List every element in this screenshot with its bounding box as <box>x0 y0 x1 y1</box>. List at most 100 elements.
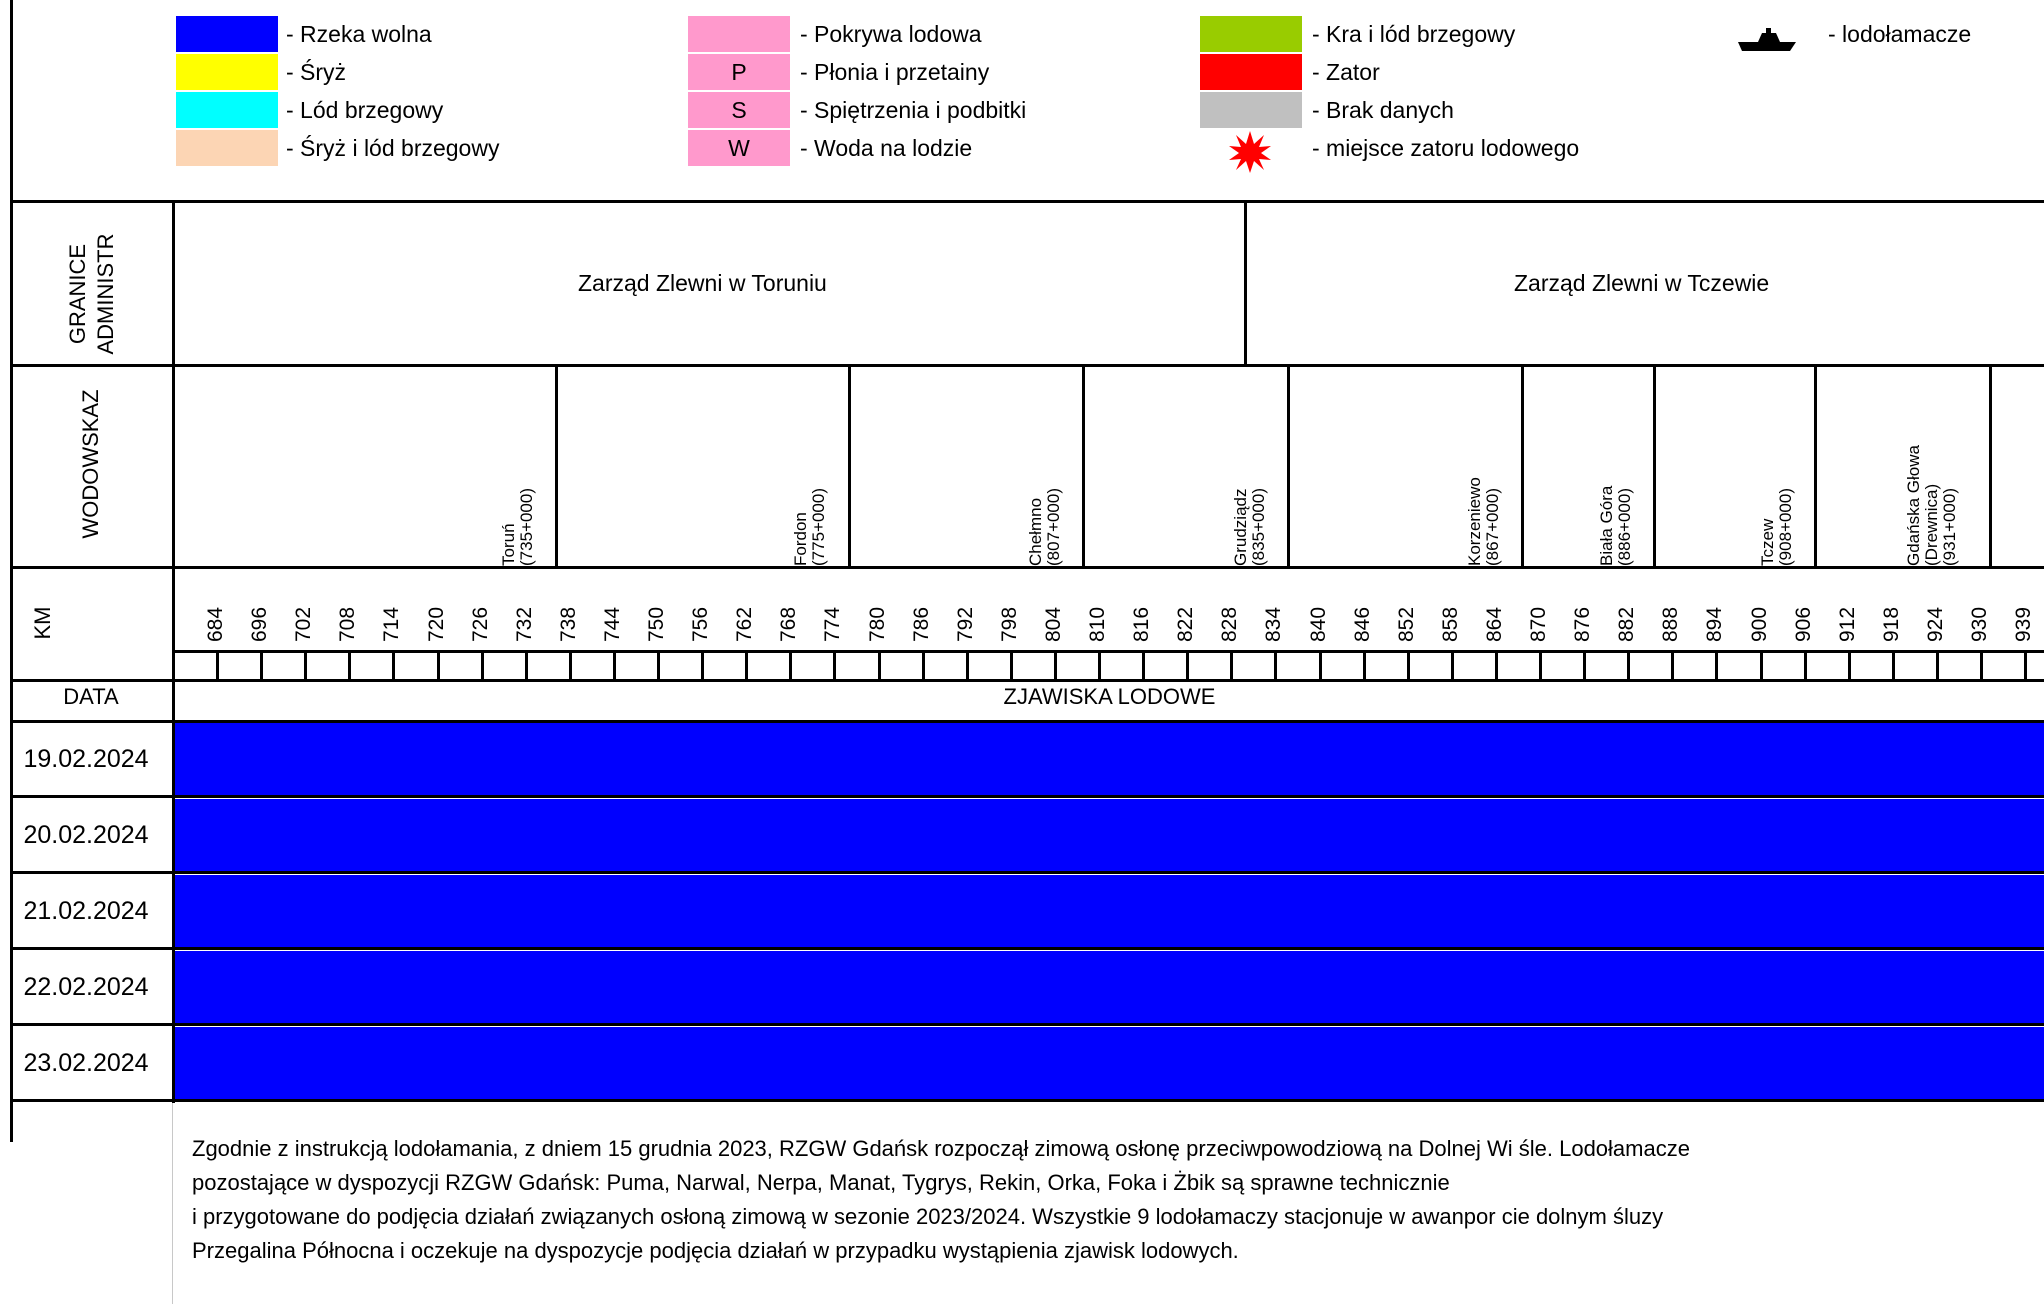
km-tick-label: 882 <box>1615 606 1638 642</box>
km-tick-label: 792 <box>954 606 977 642</box>
jam-star-icon <box>1229 131 1271 173</box>
km-tick-label: 858 <box>1439 606 1462 642</box>
km-tick-label: 822 <box>1174 606 1197 642</box>
km-tick <box>304 650 307 680</box>
ice-state-bar <box>175 875 2044 947</box>
gauge-divider-2 <box>848 364 851 568</box>
km-tick-label: 774 <box>821 606 844 642</box>
legend-label-jam-place: - miejsce zatoru lodowego <box>1312 135 1580 161</box>
km-tick-label: 768 <box>777 606 800 642</box>
km-tick <box>392 650 395 680</box>
km-tick-label: 780 <box>866 606 889 642</box>
km-tick <box>569 650 572 680</box>
km-tick <box>437 650 440 680</box>
gauge-label-chelmno: Chełmno (807+000) <box>1026 488 1063 566</box>
legend-label-ice-cover: - Pokrywa lodowa <box>800 21 982 47</box>
gauge-label-korzeniewo: Korzeniewo (867+000) <box>1465 477 1502 566</box>
ice-state-bar <box>175 723 2044 795</box>
km-tick <box>216 650 219 680</box>
km-tick-label: 930 <box>1968 606 1991 642</box>
km-tick-label: 708 <box>336 606 359 642</box>
km-tick <box>1715 650 1718 680</box>
km-bottom-border <box>10 679 2044 682</box>
legend-swatch-sryz-shore-ice <box>176 130 278 166</box>
km-tick-label: 720 <box>425 606 448 642</box>
date-cell: 20.02.2024 <box>23 820 149 849</box>
ice-state-bar <box>175 1027 2044 1099</box>
legend-label-free-river: - Rzeka wolna <box>286 21 432 47</box>
row-separator <box>10 947 2044 950</box>
km-tick <box>1583 650 1586 680</box>
gauge-divider-8 <box>1989 364 1992 568</box>
km-tick <box>1142 650 1145 680</box>
km-tick <box>1098 650 1101 680</box>
km-tick-label: 900 <box>1748 606 1771 642</box>
km-tick-label: 714 <box>380 606 403 642</box>
km-tick <box>1495 650 1498 680</box>
km-tick-label: 738 <box>557 606 580 642</box>
zone-label-torun: Zarząd Zlewni w Toruniu <box>578 270 827 296</box>
km-tick <box>1848 650 1851 680</box>
km-tick-label: 732 <box>513 606 536 642</box>
km-tick <box>833 650 836 680</box>
km-tick <box>613 650 616 680</box>
km-tick <box>260 650 263 680</box>
legend-label-jam: - Zator <box>1312 59 1380 85</box>
left-border <box>10 0 13 1142</box>
row-header-data: DATA <box>63 684 119 709</box>
km-tick-label: 810 <box>1086 606 1109 642</box>
km-tick-label: 684 <box>204 606 227 642</box>
legend-label-plonia: - Płonia i przetainy <box>800 59 990 85</box>
row-separator <box>10 1023 2044 1026</box>
km-tick-label: 702 <box>292 606 315 642</box>
km-tick <box>1363 650 1366 680</box>
gauge-label-fordon: Fordon (775+000) <box>791 488 828 566</box>
gauge-label-tczew: Tczew (908+000) <box>1758 488 1795 566</box>
km-tick-label: 924 <box>1924 606 1947 642</box>
km-tick-label: 846 <box>1351 606 1374 642</box>
km-tick-label: 918 <box>1880 606 1903 642</box>
km-tick <box>1407 650 1410 680</box>
km-tick <box>1936 650 1939 680</box>
note-left-divider <box>172 1103 173 1304</box>
icebreaker-ship-icon <box>1738 28 1796 51</box>
date-cell: 22.02.2024 <box>23 972 149 1001</box>
km-tick <box>1319 650 1322 680</box>
km-tick-label: 750 <box>645 606 668 642</box>
gauge-label-torun: Toruń (735+000) <box>499 488 536 566</box>
gauge-label-biala-gora: Biała Góra (886+000) <box>1597 485 1634 566</box>
zones-bottom-border <box>10 364 2044 367</box>
km-tick-label: 876 <box>1571 606 1594 642</box>
km-tick <box>1804 650 1807 680</box>
note-line-2: pozostające w dyspozycji RZGW Gdańsk: Pu… <box>192 1170 1450 1195</box>
km-tick <box>1760 650 1763 680</box>
legend-label-sryz-shore-ice: - Śryż i lód brzegowy <box>286 135 500 161</box>
km-tick <box>1451 650 1454 680</box>
km-tick-label: 834 <box>1262 606 1285 642</box>
gauge-divider-5 <box>1521 364 1524 568</box>
legend-swatch-floe-shore-ice <box>1200 16 1302 52</box>
km-tick <box>1627 650 1630 680</box>
zone-label-tczew: Zarząd Zlewni w Tczewie <box>1514 270 1770 296</box>
ice-state-bar <box>175 951 2044 1023</box>
km-tick <box>1892 650 1895 680</box>
km-tick <box>701 650 704 680</box>
km-tick <box>657 650 660 680</box>
legend-swatch-sryz <box>176 54 278 90</box>
km-tick-label: 786 <box>910 606 933 642</box>
km-tick-label: 906 <box>1792 606 1815 642</box>
note-line-4: Przegalina Północna i oczekuje na dyspoz… <box>192 1238 1239 1263</box>
gauge-divider-3 <box>1082 364 1085 568</box>
gauge-divider-1 <box>555 364 558 568</box>
gauge-divider-6 <box>1653 364 1656 568</box>
km-tick-label: 852 <box>1395 606 1418 642</box>
km-tick-label: 756 <box>689 606 712 642</box>
row-header-km: KM <box>30 606 55 640</box>
km-tick <box>1274 650 1277 680</box>
gauge-divider-7 <box>1814 364 1817 568</box>
header-bottom-border <box>10 720 2044 723</box>
left-column-divider <box>172 200 175 1103</box>
legend-label-icebreakers: - lodołamacze <box>1828 21 1972 47</box>
chart-title: ZJAWISKA LODOWE <box>1003 684 1216 709</box>
row-header-wodowskaz: WODOWSKAZ <box>78 389 103 539</box>
